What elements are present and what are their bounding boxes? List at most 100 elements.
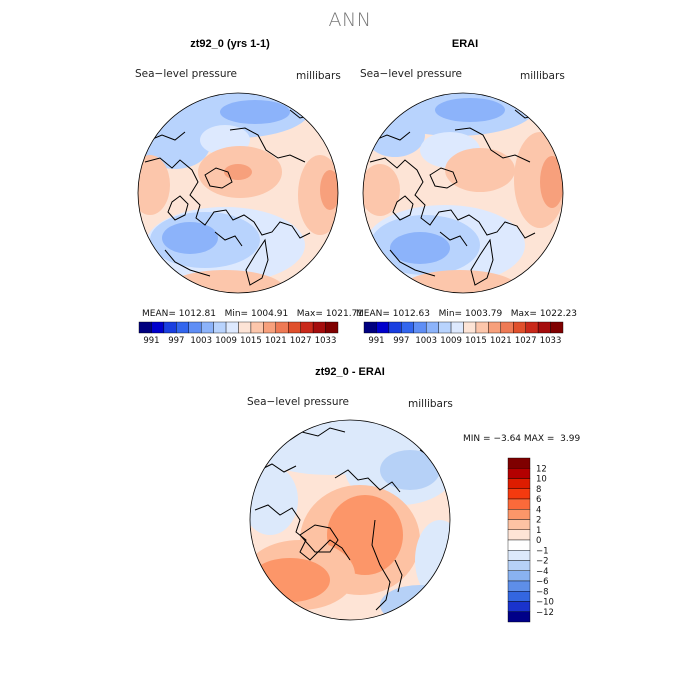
colorbar-2-swatch — [550, 321, 564, 334]
colorbar-3-tick-label: 10 — [536, 475, 547, 485]
colorbar-1-swatch — [263, 321, 277, 334]
map-2-coastlines — [369, 109, 538, 286]
colorbar-3-swatch — [507, 550, 531, 561]
panel-2-max-value: 1022.23 — [539, 309, 578, 319]
colorbar-2-tick-label: 1009 — [440, 336, 462, 346]
colorbar-1-swatch — [138, 321, 152, 334]
colorbar-1-swatch — [200, 321, 214, 334]
colorbar-2-swatch — [500, 321, 514, 334]
colorbar-2-tick-label: 991 — [368, 336, 384, 346]
map-2-field — [363, 93, 563, 293]
colorbar-3-tick-label: 4 — [536, 505, 541, 515]
colorbar-3-tick-label: 8 — [536, 485, 541, 495]
colorbar-3-swatch — [507, 611, 531, 623]
colorbar-3-swatch — [507, 498, 531, 510]
panel-1-min-value: 1004.91 — [250, 309, 289, 319]
colorbar-2-swatch — [401, 321, 414, 334]
colorbar-1-tick-label: 997 — [168, 336, 184, 346]
panel-1-min-label: Min= — [224, 309, 249, 319]
colorbar-1-swatch — [288, 321, 301, 334]
colorbar-3-swatch — [507, 591, 531, 602]
colorbar-2-swatch — [450, 321, 464, 334]
panel-2-mean-label: MEAN= — [356, 309, 390, 319]
colorbar-3-tick-label: 2 — [536, 516, 541, 526]
panel-3-min-value: −3.64 — [493, 434, 522, 444]
colorbar-2-tick-label: 1027 — [515, 336, 537, 346]
colorbar-1-tick-label: 1027 — [290, 336, 312, 346]
colorbar-2-tick-label: 997 — [393, 336, 409, 346]
colorbar-1: 991 997 1003 1009 1015 1021 1027 1033 — [138, 321, 339, 346]
colorbar-1-swatch — [151, 321, 165, 334]
panel-1-variable-label: Sea−level pressure — [135, 68, 238, 80]
colorbar-1-tick-label: 1033 — [315, 336, 337, 346]
panel-2-variable-label: Sea−level pressure — [360, 68, 463, 80]
colorbar-3-swatch — [507, 478, 531, 489]
colorbar-1-tick-label: 1009 — [215, 336, 237, 346]
panel-2-min-value: 1003.79 — [464, 309, 503, 319]
colorbar-2-swatch — [438, 321, 452, 334]
colorbar-1-swatch — [300, 321, 314, 334]
colorbar-2-swatch — [376, 321, 390, 334]
colorbar-1-swatch — [250, 321, 264, 334]
colorbar-2-swatch — [475, 321, 489, 334]
colorbar-3-swatch — [507, 539, 531, 551]
map-3 — [249, 419, 451, 621]
colorbar-3-swatch — [507, 560, 531, 571]
panel-2-max-label: Max= — [510, 309, 537, 319]
panel-1-max-label: Max= — [296, 309, 323, 319]
colorbar-3-swatch — [507, 509, 531, 520]
colorbar-1-tick-label: 991 — [143, 336, 159, 346]
colorbar-3-swatch — [507, 570, 531, 582]
colorbar-1-swatch — [275, 321, 289, 334]
page-title: ANN — [328, 9, 372, 31]
colorbar-3-tick-label: 12 — [536, 464, 547, 474]
colorbar-2-tick-label: 1003 — [415, 336, 437, 346]
colorbar-1-tick-label: 1015 — [240, 336, 262, 346]
panel-2-stats: MEAN= 1012.63 Min= 1003.79 Max= 1022.23 — [356, 309, 577, 319]
panel-2-min-label: Min= — [438, 309, 463, 319]
colorbar-1-swatch — [163, 321, 177, 334]
colorbar-1-swatch — [312, 321, 326, 334]
panel-1-mean-label: MEAN= — [142, 309, 176, 319]
colorbar-1-tick-label: 1003 — [190, 336, 212, 346]
panel-2-mean-value: 1012.63 — [392, 309, 430, 319]
panel-3-variable-label: Sea−level pressure — [247, 396, 350, 408]
colorbar-2: 991 997 1003 1009 1015 1021 1027 1033 — [363, 321, 564, 346]
colorbar-3-tick-label: −12 — [536, 608, 554, 618]
panel-3-max-value: 3.99 — [560, 434, 581, 444]
colorbar-3-tick-label: −2 — [536, 557, 549, 567]
colorbar-3-swatch — [507, 468, 531, 479]
colorbar-2-swatch — [537, 321, 551, 334]
colorbar-3-tick-label: 6 — [536, 495, 541, 505]
colorbar-3-swatch — [507, 529, 531, 541]
colorbar-1-tick-label: 1021 — [265, 336, 287, 346]
colorbar-3-swatch — [507, 519, 531, 530]
map-1-border — [137, 92, 339, 294]
colorbar-3-tick-label: −10 — [536, 598, 554, 608]
colorbar-1-swatch — [225, 321, 239, 334]
colorbar-3-swatch — [507, 488, 531, 500]
panel-3-min-label: MIN = — [463, 434, 491, 444]
colorbar-1-swatch — [213, 321, 227, 334]
panel-3-units-label: millibars — [408, 398, 453, 410]
colorbar-2-swatch — [525, 321, 539, 334]
panel-3-max-label: MAX = — [523, 434, 555, 444]
colorbar-2-tick-label: 1033 — [540, 336, 562, 346]
colorbar-2-swatch — [463, 321, 477, 334]
map-1-field — [138, 93, 338, 293]
map-3-field — [250, 420, 450, 620]
panel-1-stats: MEAN= 1012.81 Min= 1004.91 Max= 1021.71 — [142, 309, 363, 319]
colorbar-2-swatch — [413, 321, 427, 334]
colorbar-2-tick-label: 1015 — [465, 336, 487, 346]
colorbar-2-tick-label: 1021 — [490, 336, 512, 346]
colorbar-2-swatch — [388, 321, 402, 334]
map-2 — [362, 92, 564, 294]
panel-2-units-label: millibars — [520, 70, 565, 82]
colorbar-3-swatch — [507, 457, 531, 469]
colorbar-3-swatch — [507, 580, 531, 592]
colorbar-1-swatch — [325, 321, 339, 334]
panel-1-title: zt92_0 (yrs 1-1) — [190, 38, 270, 50]
map-1 — [137, 92, 339, 294]
map-3-border — [249, 419, 451, 621]
colorbar-3-tick-label: 1 — [536, 526, 541, 536]
